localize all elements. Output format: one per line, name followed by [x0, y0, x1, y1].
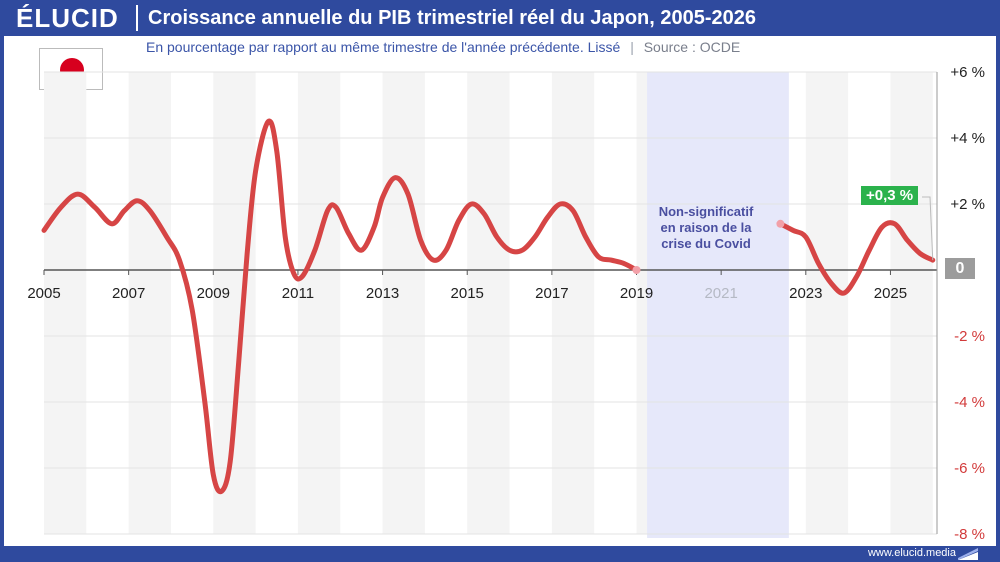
y-tick-label: -6 %	[954, 460, 985, 477]
subtitle-text: En pourcentage par rapport au même trime…	[146, 39, 621, 55]
x-tick-label: 2013	[366, 285, 399, 302]
gdp-line-pre-covid	[41, 118, 640, 495]
x-tick-label: 2017	[535, 285, 568, 302]
x-tick-label: 2019	[620, 285, 653, 302]
zero-badge: 0	[945, 258, 975, 279]
logo-separator	[136, 5, 138, 31]
footer-url-link[interactable]: www.elucid.media	[867, 547, 956, 559]
year-band-2009	[213, 72, 256, 534]
source-label: Source : OCDE	[643, 39, 741, 55]
x-tick-label: 2023	[789, 285, 822, 302]
subtitle-separator: |	[630, 39, 634, 55]
chart-subtitle: En pourcentage par rapport au même trime…	[146, 39, 740, 55]
x-tick-label: 2015	[451, 285, 484, 302]
covid-annotation: Non-significatif en raison de la crise d…	[658, 204, 754, 251]
gap-start-marker	[632, 266, 641, 274]
year-band-2023	[805, 72, 849, 534]
year-band-2025	[890, 72, 933, 534]
gap-end-marker	[776, 219, 785, 228]
elucid-mark-icon	[958, 548, 978, 560]
header-bar: ÉLUCID Croissance annuelle du PIB trimes…	[0, 0, 1000, 36]
year-band-2005	[44, 72, 87, 534]
x-tick-label: 2025	[874, 285, 907, 302]
x-tick-label: 2021	[704, 285, 737, 302]
y-tick-label: +4 %	[950, 130, 985, 147]
x-tick-label: 2007	[112, 285, 145, 302]
footer-bar	[0, 546, 1000, 562]
x-tick-label: 2009	[197, 285, 230, 302]
elucid-logo[interactable]: ÉLUCID	[16, 3, 119, 33]
year-band-2015	[467, 72, 510, 534]
y-tick-label: -4 %	[954, 394, 985, 411]
year-band-2011	[297, 72, 341, 534]
last-value-leader	[922, 196, 934, 261]
x-tick-label: 2011	[282, 285, 314, 302]
gdp-line-post-covid	[777, 220, 936, 296]
chart-title: Croissance annuelle du PIB trimestriel r…	[148, 7, 757, 29]
x-tick-label: 2005	[27, 285, 60, 302]
y-tick-label: +2 %	[950, 196, 985, 213]
year-band-2007	[128, 72, 171, 534]
y-tick-label: -8 %	[954, 526, 985, 543]
year-band-2013	[382, 72, 425, 534]
last-value-badge: +0,3 %	[861, 186, 919, 205]
covid-band	[647, 72, 789, 538]
y-tick-label: +6 %	[950, 64, 985, 81]
y-tick-label: -2 %	[954, 328, 985, 345]
year-band-2017	[551, 72, 595, 534]
